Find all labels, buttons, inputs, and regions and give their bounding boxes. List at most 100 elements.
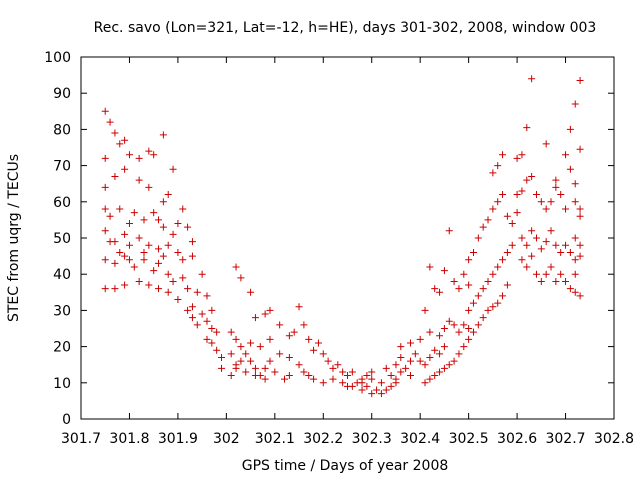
data-point	[198, 270, 206, 278]
data-point	[474, 292, 482, 300]
data-point	[179, 256, 187, 264]
data-point	[101, 256, 109, 264]
data-point	[164, 270, 172, 278]
data-point	[523, 124, 531, 132]
y-tick-label: 70	[53, 159, 71, 175]
data-point	[203, 292, 211, 300]
data-point	[576, 145, 584, 153]
data-point	[237, 274, 245, 282]
data-point	[566, 125, 574, 133]
data-point	[392, 361, 400, 369]
data-point	[431, 372, 439, 380]
data-point	[106, 212, 114, 220]
data-point	[363, 372, 371, 380]
data-point	[329, 364, 337, 372]
data-point	[213, 346, 221, 354]
data-point	[184, 285, 192, 293]
data-point	[188, 314, 196, 322]
x-tick-label: 302	[213, 431, 240, 447]
data-point	[397, 343, 405, 351]
data-point	[542, 270, 550, 278]
data-point	[440, 343, 448, 351]
plot-frame	[80, 56, 615, 420]
data-point	[281, 375, 289, 383]
data-point	[455, 328, 463, 336]
data-point	[528, 75, 536, 83]
x-axis-label: GPS time / Days of year 2008	[242, 458, 449, 474]
data-point	[402, 364, 410, 372]
data-point	[106, 238, 114, 246]
data-point	[155, 245, 163, 253]
data-point	[552, 277, 560, 285]
data-point	[518, 234, 526, 242]
data-point	[518, 256, 526, 264]
data-point	[121, 165, 129, 173]
x-tick-label: 302.2	[303, 431, 343, 447]
data-point	[125, 220, 133, 228]
data-point	[537, 277, 545, 285]
data-point	[523, 176, 531, 184]
data-point	[300, 368, 308, 376]
data-point	[305, 372, 313, 380]
data-point	[542, 238, 550, 246]
y-tick-label: 10	[53, 376, 71, 392]
data-point	[285, 353, 293, 361]
data-point	[295, 361, 303, 369]
data-point	[465, 306, 473, 314]
data-point	[571, 100, 579, 108]
data-point	[571, 270, 579, 278]
data-point	[150, 209, 158, 217]
data-point	[305, 335, 313, 343]
data-point	[542, 140, 550, 148]
data-point	[382, 364, 390, 372]
data-point	[431, 285, 439, 293]
data-point	[111, 129, 119, 137]
data-point	[445, 361, 453, 369]
data-point	[411, 350, 419, 358]
data-point	[227, 328, 235, 336]
data-point	[576, 292, 584, 300]
data-point	[499, 292, 507, 300]
data-point	[397, 368, 405, 376]
data-point	[576, 77, 584, 85]
data-point	[465, 281, 473, 289]
data-point	[571, 180, 579, 188]
data-point	[557, 270, 565, 278]
data-point	[547, 198, 555, 206]
data-point	[547, 263, 555, 271]
data-point	[503, 281, 511, 289]
data-point	[169, 165, 177, 173]
data-point	[174, 296, 182, 304]
data-point	[121, 230, 129, 238]
data-point	[469, 248, 477, 256]
data-point	[474, 234, 482, 242]
data-point	[101, 107, 109, 115]
data-point	[436, 350, 444, 358]
data-point	[314, 339, 322, 347]
data-point	[421, 361, 429, 369]
data-point	[552, 241, 560, 249]
data-point	[310, 375, 318, 383]
data-point	[513, 191, 521, 199]
data-point	[576, 241, 584, 249]
y-axis-label: STEC from uqrg / TECUs	[6, 154, 22, 322]
data-point	[363, 382, 371, 390]
data-point	[528, 252, 536, 260]
data-point	[121, 252, 129, 260]
data-point	[169, 230, 177, 238]
data-point	[290, 328, 298, 336]
data-point	[125, 256, 133, 264]
data-point	[247, 339, 255, 347]
data-point	[135, 277, 143, 285]
data-point	[193, 321, 201, 329]
x-tick-label: 302.3	[352, 431, 392, 447]
data-point	[474, 321, 482, 329]
data-point	[348, 382, 356, 390]
data-point	[542, 205, 550, 213]
data-point	[532, 234, 540, 242]
data-point	[406, 339, 414, 347]
data-point	[431, 346, 439, 354]
data-point	[227, 350, 235, 358]
data-point	[460, 270, 468, 278]
data-point	[566, 165, 574, 173]
